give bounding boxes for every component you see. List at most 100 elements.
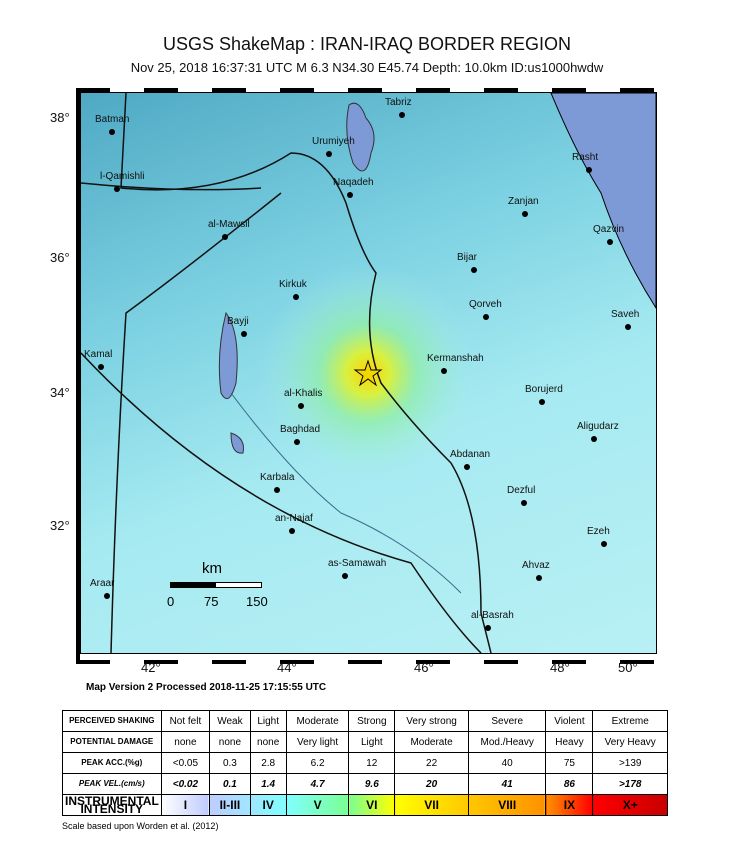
legend-cell: Heavy [545,731,594,753]
city-label: Rasht [572,152,599,163]
city-label: al-Mawsil [208,219,250,230]
city-label: Qorveh [469,299,502,310]
legend-cell: 40 [467,752,547,774]
lon-tick: 50° [618,660,638,675]
city-dot-icon [298,403,304,409]
lat-tick: 32° [50,518,70,533]
legend-note: Scale based upon Worden et al. (2012) [62,821,219,831]
legend-cell: Not felt [160,710,211,732]
legend-cell: Violent [545,710,594,732]
city-label: Kermanshah [427,353,484,364]
legend-cell: none [209,731,251,753]
city-label: Karbala [260,472,295,483]
legend-cell: 6.2 [285,752,350,774]
city-label: an-Najaf [275,513,313,524]
city-label: Ahvaz [522,560,550,571]
legend-row: PEAK ACC.(%g) <0.05 0.3 2.8 6.2 12 22 40 75 >139 [62,752,668,774]
legend-row-header: PERCEIVED SHAKING [62,710,162,732]
lat-tick: 34° [50,385,70,400]
city-label: Qazvin [593,224,625,235]
city-label: Bayji [227,316,249,327]
legend-cell: Severe [467,710,547,732]
legend-cell: II-III [209,794,251,816]
legend-cell: 9.6 [348,773,396,795]
legend-row-header: PEAK VEL.(cm/s) [62,773,162,795]
city-dot-icon [625,324,631,330]
intensity-legend: PERCEIVED SHAKING Not felt Weak Light Modera… [62,710,668,816]
city-label: Bijar [457,252,478,263]
city-dot-icon [114,186,120,192]
legend-cell: Strong [348,710,396,732]
lon-tick: 42° [141,660,161,675]
legend-cell: VIII [467,794,547,816]
legend-cell: 12 [348,752,396,774]
legend-cell: none [160,731,211,753]
city-dot-icon [601,541,607,547]
scale-label: 75 [204,594,219,609]
legend-row-header: INSTRUMENTAL INTENSITY [62,794,162,816]
legend-row: PERCEIVED SHAKING Not felt Weak Light Modera… [62,710,668,732]
city-label: Araar [90,578,115,589]
legend-cell: Light [348,731,396,753]
scale-bar-graphic [170,582,262,588]
city-dot-icon [521,500,527,506]
legend-cell: Very strong [394,710,469,732]
city-dot-icon [289,528,295,534]
legend-cell: 1.4 [249,773,287,795]
city-label: as-Samawah [328,558,387,569]
legend-cell: Moderate [394,731,469,753]
city-label: Ezeh [587,526,610,537]
legend-row: POTENTIAL DAMAGE none none none Very light Li… [62,731,668,753]
city-dot-icon [342,573,348,579]
city-dot-icon [464,464,470,470]
scale-label: 150 [246,594,268,609]
city-dot-icon [536,575,542,581]
legend-cell: VI [348,794,396,816]
city-label: Naqadeh [333,177,374,188]
city-label: Dezful [507,485,536,496]
city-label: al-Basrah [471,610,514,621]
city-dot-icon [241,331,247,337]
legend-cell: 2.8 [249,752,287,774]
legend-cell: 86 [545,773,594,795]
legend-cell: X+ [592,794,668,816]
legend-cell: VII [394,794,469,816]
city-dot-icon [326,151,332,157]
city-dot-icon [293,294,299,300]
lat-tick: 36° [50,250,70,265]
lon-tick: 44° [277,660,297,675]
legend-cell: Light [249,710,287,732]
lake-habbaniyah [230,432,244,454]
city-label: Kamal [84,349,113,360]
legend-cell: V [285,794,350,816]
city-label: Batman [95,114,130,125]
city-label: Abdanan [450,449,491,460]
city-dot-icon [274,487,280,493]
legend-cell: Mod./Heavy [467,731,547,753]
lon-tick: 46° [414,660,434,675]
map-version: Map Version 2 Processed 2018-11-25 17:15… [86,682,327,693]
city-dot-icon [399,112,405,118]
shakemap: Batman l-Qamishli al-Mawsil Kirkuk Bayji Kama… [80,92,657,654]
legend-cell: >178 [592,773,668,795]
city-dot-icon [294,439,300,445]
legend-cell: none [249,731,287,753]
legend-cell: IV [249,794,287,816]
legend-cell: Very light [285,731,350,753]
legend-cell: <0.05 [160,752,211,774]
city-dot-icon [441,368,447,374]
city-dot-icon [539,399,545,405]
lat-tick: 38° [50,110,70,125]
scale-unit: km [202,560,222,577]
city-label: Saveh [611,309,640,320]
city-label: Tabriz [385,97,412,108]
legend-cell: IX [545,794,594,816]
legend-cell: I [160,794,211,816]
city-label: Aligudarz [577,421,619,432]
map-title: USGS ShakeMap : IRAN-IRAQ BORDER REGION [162,34,572,54]
city-dot-icon [483,314,489,320]
legend-cell: 0.1 [209,773,251,795]
legend-row: INSTRUMENTAL INTENSITY I II-III IV V VI VII VII… [62,794,668,816]
legend-cell: Moderate [285,710,350,732]
lon-tick: 48° [550,660,570,675]
